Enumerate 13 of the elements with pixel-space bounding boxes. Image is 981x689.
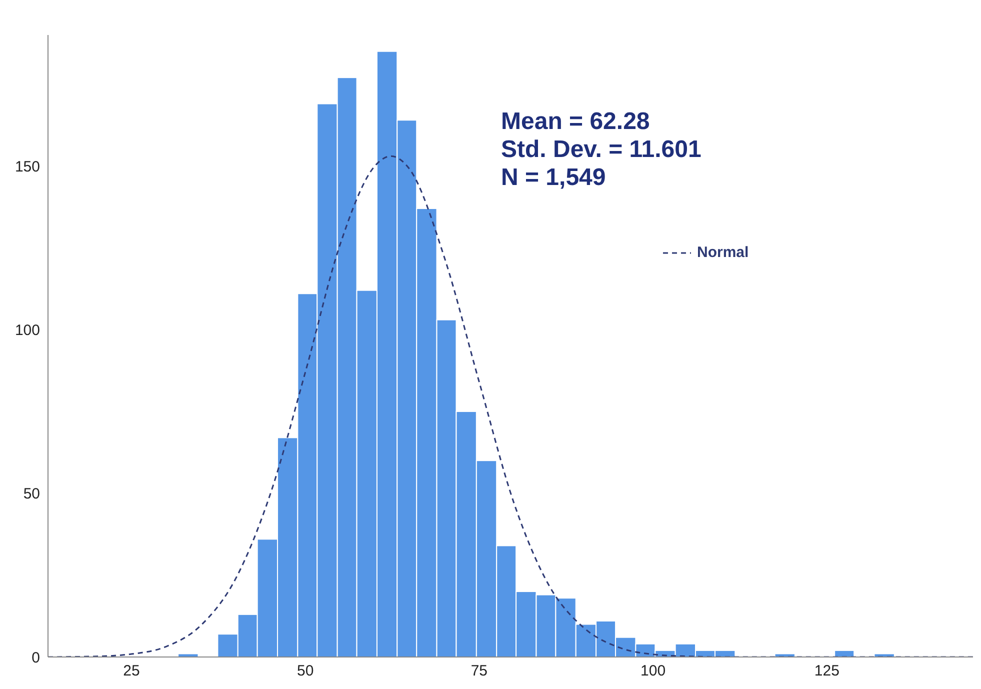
x-tick-label: 100 (640, 662, 666, 680)
y-tick-label: 100 (14, 322, 40, 339)
annotation: N = 1,549 (501, 164, 607, 192)
x-tick-label: 25 (123, 662, 140, 680)
x-tick-label: 125 (814, 662, 840, 680)
annotation: Std. Dev. = 11.601 (501, 136, 702, 164)
x-tick-label: 75 (470, 662, 488, 680)
y-tick-label: 150 (14, 158, 40, 176)
y-tick-label: 0 (32, 649, 40, 666)
legend-label: Normal (697, 244, 749, 261)
y-tick-label: 50 (23, 486, 40, 503)
x-tick-label: 50 (296, 662, 314, 680)
annotation: Mean = 62.28 (501, 108, 651, 136)
